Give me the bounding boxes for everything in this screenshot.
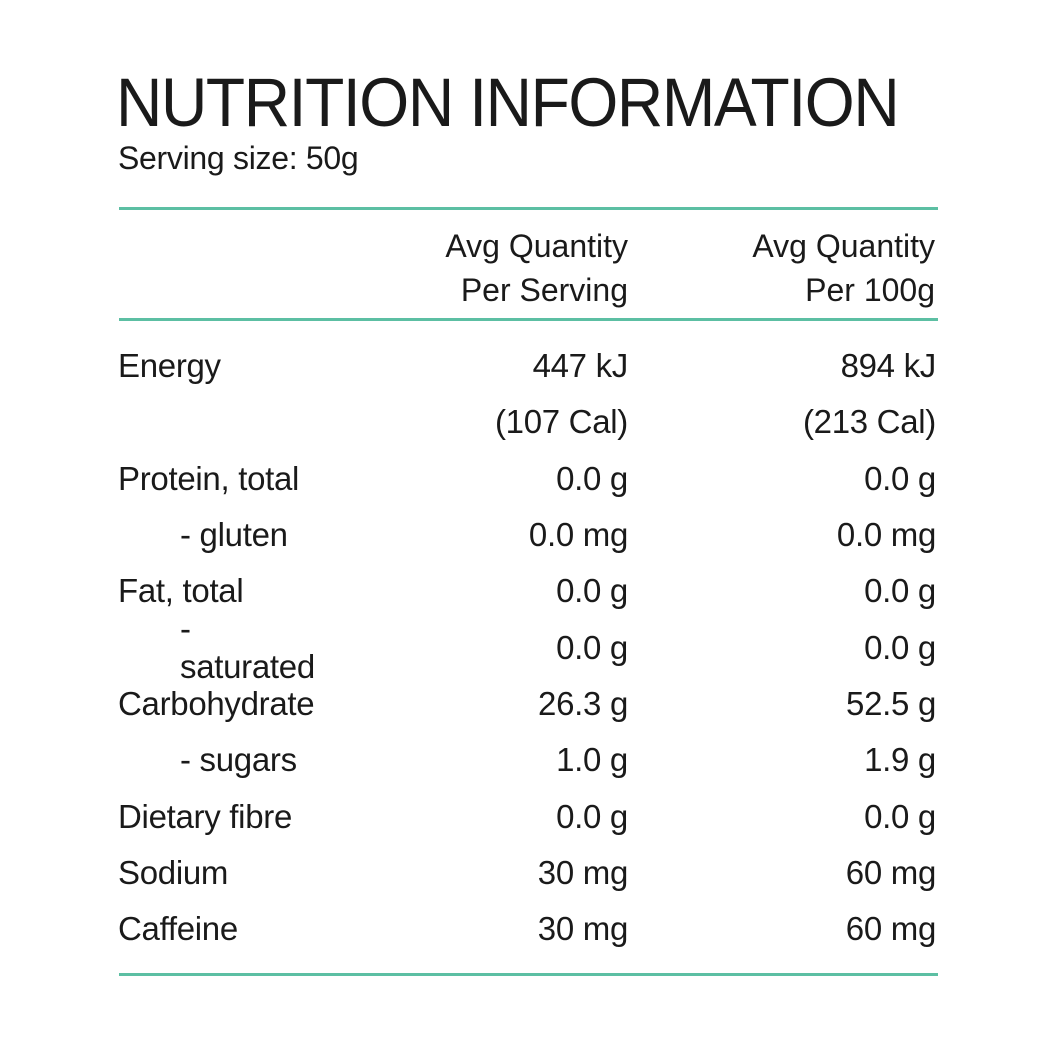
table-row: (107 Cal) (213 Cal)	[118, 394, 936, 450]
column-header-line2: Per 100g	[805, 272, 935, 308]
bottom-divider	[119, 973, 938, 976]
per-100g-value: 0.0 g	[864, 628, 936, 666]
nutrient-label: Dietary fibre	[118, 797, 292, 835]
per-serving-value: 30 mg	[537, 853, 629, 891]
per-100g-value: 60 mg	[845, 853, 937, 891]
table-row: Fat, total 0.0 g 0.0 g	[118, 563, 936, 619]
nutrient-label: Sodium	[118, 853, 229, 891]
per-serving-value: 26.3 g	[538, 684, 628, 722]
nutrient-label: - sugars	[180, 741, 297, 779]
nutrient-label: Caffeine	[118, 910, 238, 948]
nutrition-table: Energy 447 kJ 894 kJ (107 Cal) (213 Cal) Prot…	[118, 338, 936, 957]
table-row: Energy 447 kJ 894 kJ	[118, 338, 936, 394]
header-divider	[119, 318, 938, 321]
table-row: Carbohydrate 26.3 g 52.5 g	[118, 676, 936, 732]
table-row: - saturated 0.0 g 0.0 g	[118, 610, 936, 685]
nutrient-label: Carbohydrate	[118, 684, 315, 722]
column-header-per-serving: Avg Quantity Per Serving	[380, 224, 628, 312]
per-serving-value: 0.0 g	[556, 459, 628, 497]
table-row: - gluten 0.0 mg 0.0 mg	[118, 507, 936, 563]
nutrient-label: Protein, total	[118, 459, 300, 497]
nutrient-label: - saturated	[180, 609, 315, 685]
table-row: - sugars 1.0 g 1.9 g	[118, 732, 936, 788]
column-header-line1: Avg Quantity	[752, 228, 935, 264]
per-serving-value: 30 mg	[537, 910, 629, 948]
per-100g-value: (213 Cal)	[802, 403, 936, 441]
nutrient-label: Energy	[118, 347, 221, 385]
per-serving-value: 0.0 g	[556, 797, 628, 835]
column-header-line2: Per Serving	[460, 272, 628, 308]
table-row: Sodium 30 mg 60 mg	[118, 845, 936, 901]
table-row: Protein, total 0.0 g 0.0 g	[118, 451, 936, 507]
per-serving-value: 1.0 g	[556, 741, 628, 779]
per-100g-value: 894 kJ	[840, 347, 937, 385]
serving-size: Serving size: 50g	[118, 140, 359, 176]
per-100g-value: 1.9 g	[864, 741, 936, 779]
per-serving-value: 0.0 g	[556, 572, 628, 610]
per-serving-value: (107 Cal)	[494, 403, 628, 441]
per-100g-value: 0.0 g	[864, 459, 936, 497]
top-divider	[119, 207, 938, 210]
nutrient-label: Fat, total	[118, 572, 244, 610]
column-header-per-100g: Avg Quantity Per 100g	[680, 224, 935, 312]
per-100g-value: 0.0 mg	[836, 516, 936, 554]
table-row: Caffeine 30 mg 60 mg	[118, 901, 936, 957]
per-100g-value: 0.0 g	[864, 797, 936, 835]
per-serving-value: 0.0 mg	[528, 516, 628, 554]
column-header-line1: Avg Quantity	[445, 228, 628, 264]
per-100g-value: 52.5 g	[846, 684, 936, 722]
table-row: Dietary fibre 0.0 g 0.0 g	[118, 788, 936, 844]
page-title: NUTRITION INFORMATION	[116, 64, 900, 141]
per-100g-value: 0.0 g	[864, 572, 936, 610]
nutrient-label: - gluten	[180, 516, 288, 554]
per-serving-value: 447 kJ	[532, 347, 629, 385]
per-100g-value: 60 mg	[845, 910, 937, 948]
per-serving-value: 0.0 g	[556, 628, 628, 666]
